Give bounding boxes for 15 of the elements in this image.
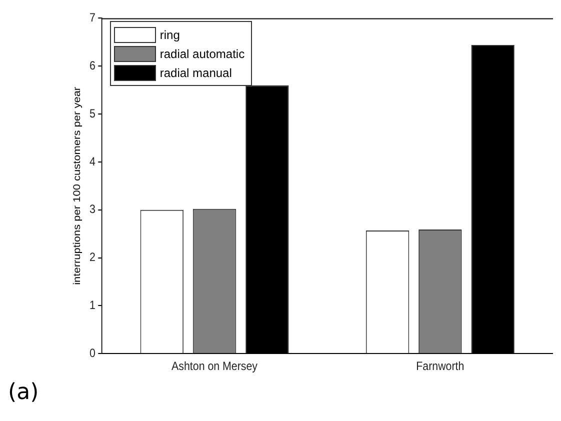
y-tick-label: 3 [90,204,96,216]
y-axis-title: interruptions per 100 customers per year [72,86,83,285]
legend-label: radial automatic [158,46,245,61]
y-tick-label: 0 [90,347,96,360]
y-tick-label: 6 [90,60,96,73]
text: (a) [8,380,39,405]
x-tick-label: Farnworth [416,360,464,374]
y-tick-label: 2 [90,252,96,264]
legend-label: ring [158,28,180,42]
y-tick-label: 4 [90,156,96,168]
legend-label: radial manual [158,66,232,80]
y-tick-label: 1 [90,299,96,312]
y-tick-label: 5 [90,108,96,121]
x-tick-label: Ashton on Mersey [172,360,258,374]
y-tick-label: 7 [90,12,96,25]
